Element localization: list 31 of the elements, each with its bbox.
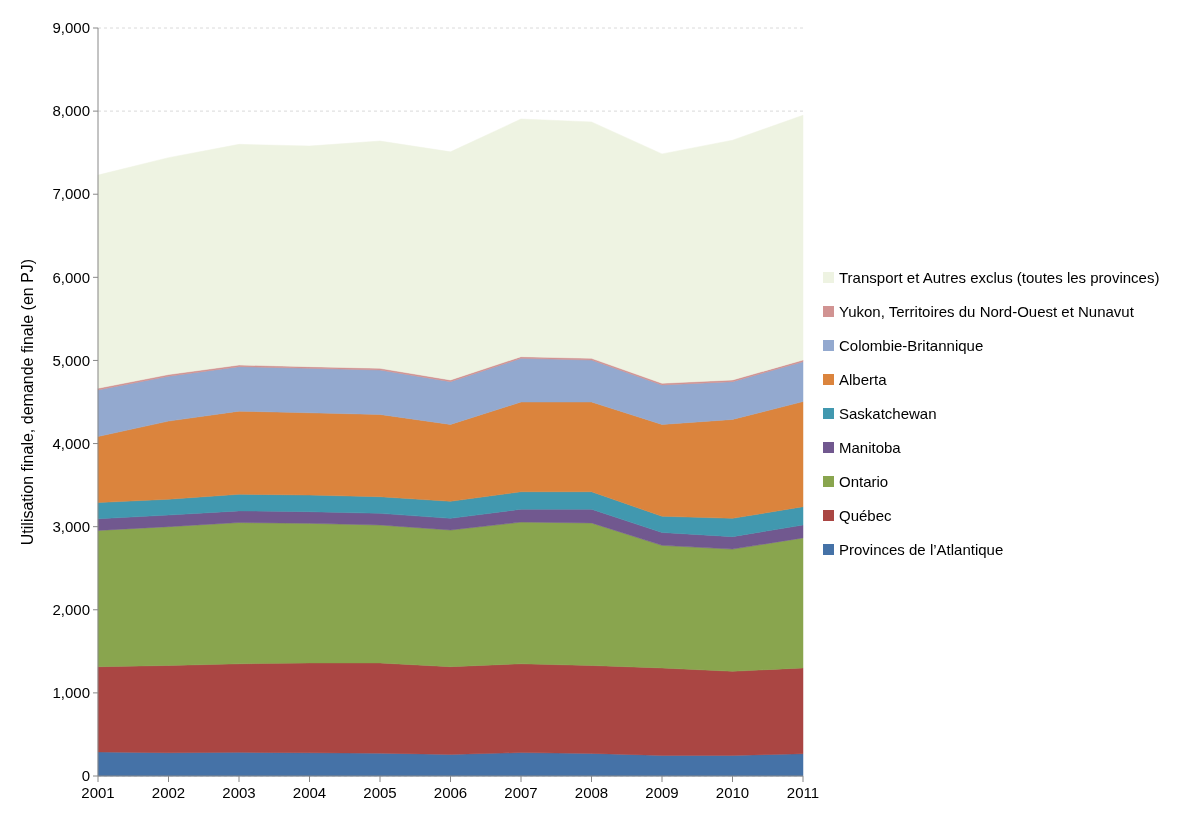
y-tick-label: 9,000 — [52, 19, 90, 37]
y-tick-label: 0 — [81, 767, 90, 785]
legend-label: Ontario — [839, 473, 889, 491]
x-tick-label: 2008 — [574, 784, 609, 801]
y-axis-title: Utilisation finale, demande finale (en PJ) — [19, 258, 36, 546]
x-tick-label: 2011 — [786, 784, 820, 801]
y-tick-label: 7,000 — [52, 185, 90, 203]
legend-label: Saskatchewan — [839, 405, 937, 423]
legend-label: Colombie-Britannique — [839, 337, 984, 355]
legend-label: Québec — [839, 507, 893, 525]
x-tick-label: 2005 — [363, 784, 397, 801]
y-tick-label: 6,000 — [52, 268, 90, 286]
y-tick-label: 2,000 — [52, 601, 90, 619]
y-tick-label: 5,000 — [52, 351, 90, 369]
y-tick-label: 4,000 — [52, 434, 90, 452]
legend-label: Manitoba — [839, 439, 902, 457]
x-tick-label: 2002 — [151, 784, 186, 801]
x-tick-label: 2001 — [81, 784, 115, 801]
x-tick-label: 2010 — [715, 784, 750, 801]
y-tick-label: 8,000 — [52, 102, 90, 120]
y-tick-label: 1,000 — [52, 684, 90, 702]
legend-label: Alberta — [839, 371, 888, 389]
legend-label: Provinces de l’Atlantique — [839, 541, 1004, 559]
x-tick-label: 2007 — [504, 784, 538, 801]
legend-label: Transport et Autres exclus (toutes les provinces) — [839, 269, 1160, 287]
x-tick-label: 2003 — [222, 784, 256, 801]
y-tick-label: 3,000 — [52, 517, 90, 535]
x-tick-label: 2006 — [433, 784, 468, 801]
x-tick-label: 2009 — [645, 784, 679, 801]
legend-label: Yukon, Territoires du Nord-Ouest et Nunavut — [839, 303, 1135, 321]
x-tick-label: 2004 — [292, 784, 327, 801]
